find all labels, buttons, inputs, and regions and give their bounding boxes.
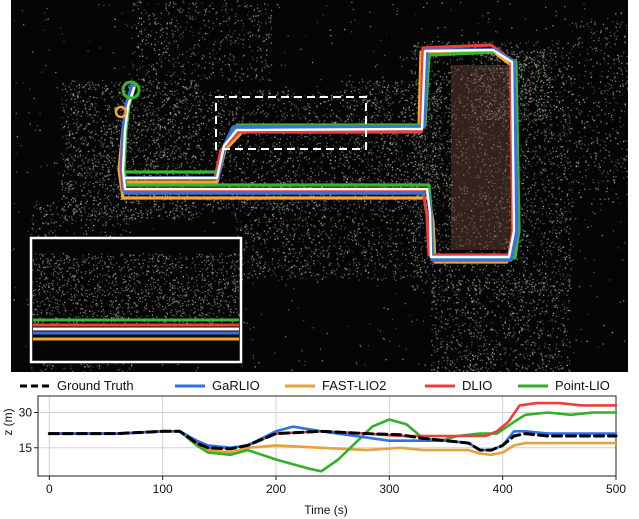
- x-tick-label: 300: [379, 482, 399, 496]
- trajectory-start-loop: [121, 80, 141, 100]
- plot-frame: [37, 395, 617, 477]
- trajectory-start-loop-secondary: [114, 105, 128, 119]
- inset-border: [29, 236, 243, 364]
- legend-label: FAST-LIO2: [322, 378, 386, 393]
- map-canvas: [11, 0, 628, 372]
- legend-label: DLIO: [462, 378, 492, 393]
- y-tick-label: 15: [19, 441, 33, 455]
- x-tick-label: 100: [153, 482, 173, 496]
- y-tick-label: 30: [19, 405, 33, 419]
- x-axis-title: Time (s): [304, 503, 348, 517]
- plot-area: 0 100 200 300 400 500 15 30: [19, 395, 626, 496]
- y-axis-title: z (m): [1, 408, 15, 435]
- series-line-garlio: [47, 425, 618, 452]
- zoom-region-box: [215, 96, 367, 150]
- x-tick-label: 500: [606, 482, 626, 496]
- series-line-dlio: [47, 401, 618, 450]
- x-tick-label: 400: [493, 482, 513, 496]
- legend-label: Ground Truth: [57, 378, 134, 393]
- series-line-ground-truth: [47, 429, 618, 452]
- inset-background: [31, 238, 241, 362]
- court-area: [451, 65, 511, 250]
- x-tick-label: 0: [46, 482, 53, 496]
- legend-label: GaRLIO: [212, 378, 260, 393]
- chart-legend: Ground Truth GaRLIO FAST-LIO2 DLIO Point-LIO: [20, 378, 610, 393]
- point-cloud-map: [11, 0, 628, 372]
- x-tick-label: 200: [266, 482, 286, 496]
- trajectory-ground-truth: [121, 48, 516, 259]
- legend-label: Point-LIO: [555, 378, 610, 393]
- z-height-chart: Ground Truth GaRLIO FAST-LIO2 DLIO Point-LIO…: [1, 378, 626, 517]
